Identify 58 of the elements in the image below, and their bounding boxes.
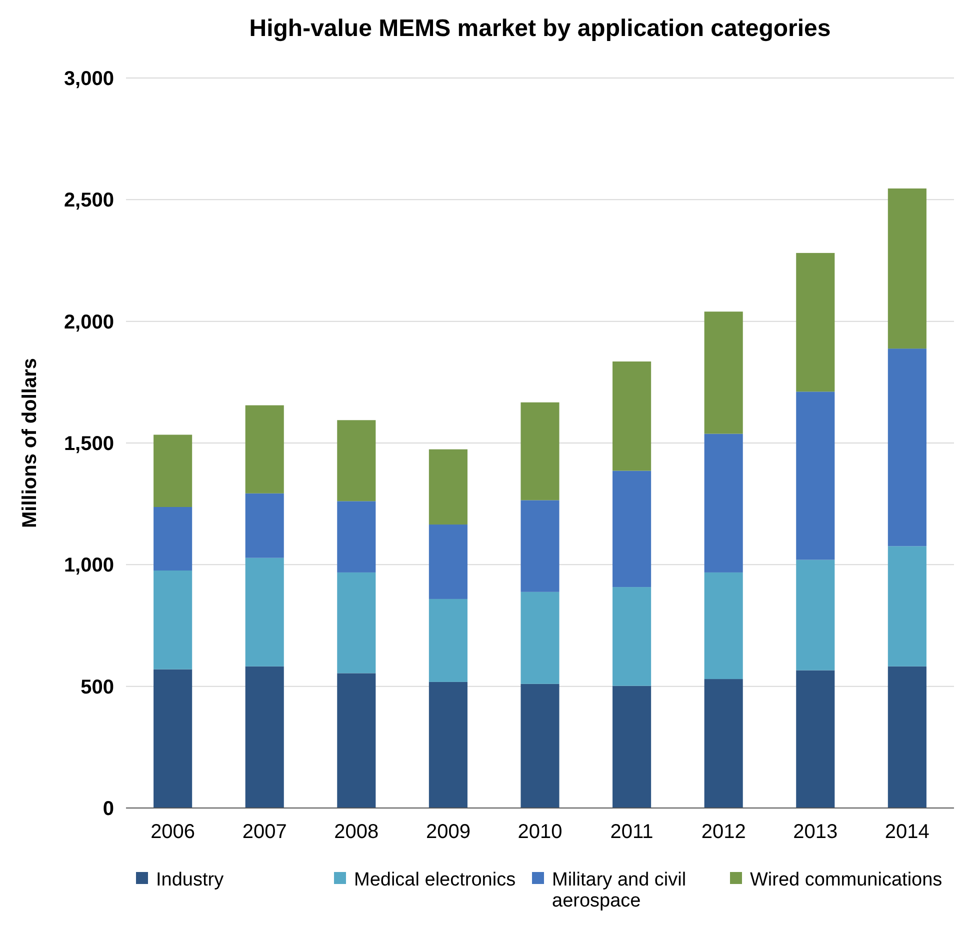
x-tick-label: 2014 <box>884 821 930 843</box>
y-tick-label: 1,000 <box>64 554 114 577</box>
bar <box>612 361 652 471</box>
bar <box>245 558 284 666</box>
bar <box>888 188 926 349</box>
bar <box>796 560 835 670</box>
bar <box>704 434 743 572</box>
bar <box>428 449 468 525</box>
legend-label: Wired communications <box>750 870 942 891</box>
bar <box>520 592 560 684</box>
y-axis-title: Millions of dollars <box>19 358 41 528</box>
bar <box>428 524 468 599</box>
bar <box>888 348 926 546</box>
bar <box>520 500 560 592</box>
chart-title: High-value MEMS market by application categories <box>249 15 831 42</box>
bar <box>612 587 652 686</box>
bar <box>796 392 835 560</box>
bar <box>612 470 652 588</box>
bar <box>154 434 192 507</box>
legend-label: Military and civil aerospace <box>552 870 686 912</box>
x-tick-label: 2010 <box>518 821 562 843</box>
y-tick-label: 500 <box>80 676 114 698</box>
x-tick-label: 2013 <box>793 821 838 843</box>
bar <box>337 572 376 674</box>
bar <box>154 669 192 808</box>
y-tick-label: 3,000 <box>64 68 114 90</box>
y-tick-label: 0 <box>102 798 114 820</box>
x-tick-label: 2011 <box>610 821 654 843</box>
bar <box>245 405 284 494</box>
bar <box>337 673 376 808</box>
bar <box>337 501 376 572</box>
bar <box>520 402 560 500</box>
bar <box>428 682 468 808</box>
bar <box>704 312 743 434</box>
x-tick-label: 2006 <box>150 821 196 843</box>
bar <box>154 570 192 670</box>
x-tick-label: 2009 <box>426 821 470 843</box>
x-tick-label: 2008 <box>334 821 379 843</box>
bar <box>612 686 652 808</box>
y-tick-label: 1,500 <box>64 433 114 455</box>
bar <box>520 684 560 808</box>
bar <box>337 420 376 502</box>
bar <box>704 679 743 808</box>
bar <box>704 572 743 680</box>
legend-label: Medical electronics <box>354 870 516 891</box>
bar <box>428 598 468 682</box>
y-tick-label: 2,000 <box>64 311 114 334</box>
x-tick-label: 2007 <box>242 821 287 843</box>
bar <box>796 670 835 808</box>
bar <box>888 546 926 666</box>
bar <box>154 506 192 571</box>
bar <box>245 493 284 558</box>
bar <box>245 666 284 808</box>
y-tick-label: 2,500 <box>64 190 114 212</box>
bar <box>888 666 926 808</box>
legend-label: Industry <box>156 870 224 891</box>
x-tick-label: 2012 <box>701 821 746 843</box>
bar <box>796 252 835 392</box>
